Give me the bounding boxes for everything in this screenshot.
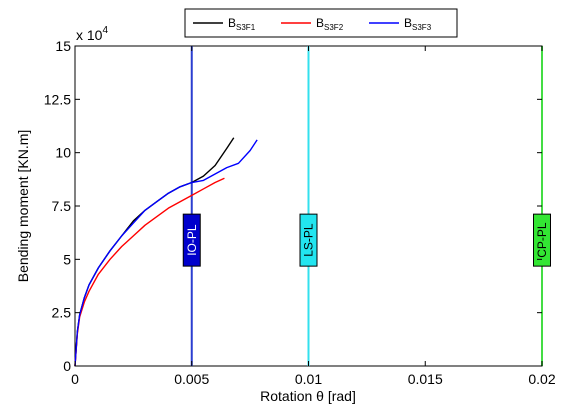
legend-label-s3f1: BS3F1 (228, 16, 256, 32)
y-tick-label: 15 (55, 38, 71, 54)
x-tick-label: 0 (71, 371, 79, 387)
legend-label-s3f3: BS3F3 (404, 16, 432, 32)
y-axis-multiplier: x 104 (76, 25, 108, 43)
pl-box-io-pl (182, 213, 201, 267)
axis-ticks: 0 0.005 0.01 0.015 0.02 0 2.5 5 7.5 10 12.5 15 (44, 38, 556, 387)
x-tick-label: 0.015 (408, 371, 443, 387)
performance-level-labels: IO-PL LS-PL CP-PL (182, 213, 551, 267)
y-multiplier-exponent: 4 (102, 25, 108, 36)
pl-label-io-pl: IO-PL (185, 224, 199, 256)
y-axis-label: Bending moment [KN.m] (15, 130, 31, 283)
pl-box-cp-pl (533, 213, 551, 267)
series-layer (74, 137, 258, 367)
legend-label-s3f2: BS3F2 (316, 16, 344, 32)
series-line-s3f2 (74, 177, 225, 367)
x-tick-label: 0.01 (295, 371, 322, 387)
pl-box-ls-pl (299, 213, 318, 267)
y-tick-label: 7.5 (52, 198, 72, 214)
y-multiplier-base: x 10 (76, 27, 103, 43)
legend-box (184, 8, 458, 38)
x-tick-label: 0.02 (528, 371, 555, 387)
y-tick-label: 10 (55, 145, 71, 161)
y-tick-label: 12.5 (44, 91, 71, 107)
x-axis-label: Rotation θ [rad] (260, 388, 356, 404)
y-tick-label: 5 (63, 251, 71, 267)
series-line-s3f3 (74, 139, 258, 367)
y-tick-label: 2.5 (52, 305, 72, 321)
pl-label-cp-pl: CP-PL (535, 222, 549, 258)
x-tick-label: 0.005 (174, 371, 209, 387)
y-tick-label: 0 (63, 358, 71, 374)
legend: BS3F1 BS3F2 BS3F3 (184, 8, 458, 38)
pl-label-ls-pl: LS-PL (302, 223, 316, 257)
